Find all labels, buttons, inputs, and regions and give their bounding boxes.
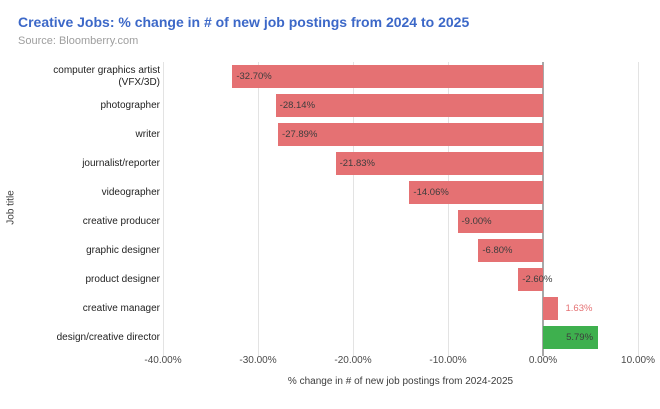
- bar: [278, 123, 543, 146]
- bar-value-label: 1.63%: [565, 303, 593, 314]
- bar: [232, 65, 543, 88]
- x-tick-label: -30.00%: [239, 355, 277, 366]
- category-label: design/creative director: [56, 331, 160, 343]
- bar-value-label: 5.79%: [566, 332, 594, 343]
- x-tick-label: 0.00%: [528, 355, 558, 366]
- category-label: graphic designer: [86, 244, 160, 256]
- gridline: [258, 62, 259, 356]
- bar-value-label: -6.80%: [482, 245, 513, 256]
- bar: [543, 326, 598, 349]
- chart-source: Source: Bloomberry.com: [18, 35, 139, 47]
- bar: [335, 152, 543, 175]
- zero-axis-line: [542, 62, 544, 356]
- chart-title: Creative Jobs: % change in # of new job …: [18, 14, 470, 30]
- bar-value-label: -28.14%: [279, 100, 316, 111]
- x-tick-label: -10.00%: [429, 355, 467, 366]
- category-label: writer: [135, 128, 160, 140]
- category-label: journalist/reporter: [82, 157, 160, 169]
- category-label: product designer: [85, 273, 161, 285]
- x-tick-label: 10.00%: [621, 355, 655, 366]
- category-label: videographer: [101, 186, 160, 198]
- x-tick-label: -40.00%: [144, 355, 182, 366]
- bar: [409, 181, 543, 204]
- gridline: [638, 62, 639, 356]
- bar-value-label: -9.00%: [461, 216, 492, 227]
- x-tick-label: -20.00%: [334, 355, 372, 366]
- x-axis-title: % change in # of new job postings from 2…: [287, 376, 514, 387]
- x-axis-ticks: -40.00% -30.00% -20.00% -10.00% 0.00% 10.00%: [144, 355, 655, 367]
- bar-value-label: -32.70%: [236, 71, 272, 82]
- y-axis-title: Job title: [5, 190, 17, 225]
- bar-value-label: -2.60%: [522, 274, 553, 285]
- bar-value-label: -14.06%: [413, 187, 449, 198]
- bar: [478, 239, 543, 262]
- category-label: creative producer: [82, 215, 160, 227]
- bar-value-label: -27.89%: [282, 129, 318, 140]
- category-labels: computer graphics artist (VFX/3D) photogr…: [28, 62, 160, 352]
- bar: [543, 297, 559, 320]
- gridline: [163, 62, 164, 356]
- gridline: [353, 62, 354, 356]
- category-label: creative manager: [82, 302, 160, 314]
- bar: [275, 94, 543, 117]
- bar-value-label: -21.83%: [339, 158, 375, 169]
- plot-area: -32.70% -28.14% -27.89% -21.83% -14.06% -9.00…: [163, 62, 639, 356]
- bar: [457, 210, 543, 233]
- category-label: computer graphics artist (VFX/3D): [53, 64, 160, 88]
- gridline: [448, 62, 449, 356]
- bar: [518, 268, 543, 291]
- category-label: photographer: [100, 99, 161, 111]
